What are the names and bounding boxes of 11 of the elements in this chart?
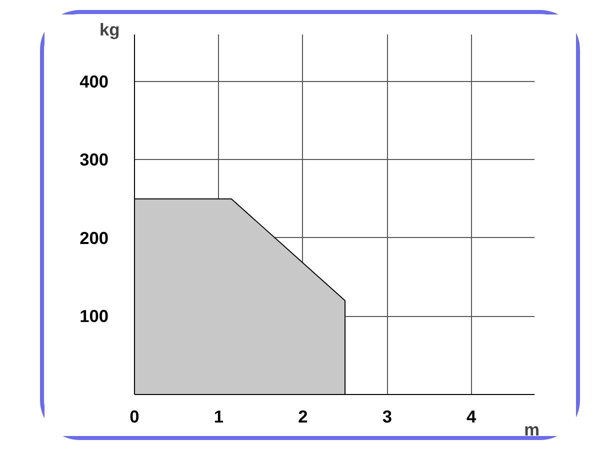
x-tick-label: 2 [298, 406, 308, 426]
x-tick-label: 4 [466, 406, 477, 426]
y-tick-label: 300 [80, 150, 109, 170]
x-axis-title: m [524, 420, 540, 440]
y-axis-title: kg [100, 20, 120, 40]
y-tick-label: 100 [80, 306, 109, 326]
y-tick-label: 400 [80, 71, 109, 92]
x-tick-label: 1 [214, 406, 224, 426]
x-tick-label: 3 [382, 406, 392, 426]
x-tick-label: 0 [130, 406, 140, 426]
y-tick-label: 200 [80, 228, 109, 248]
